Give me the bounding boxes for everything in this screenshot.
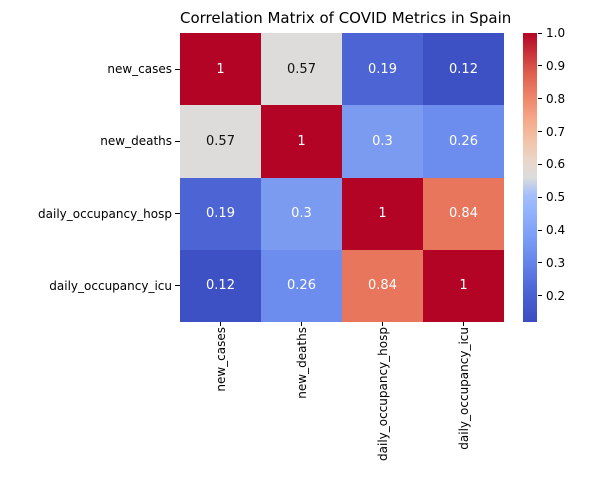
cell-value: 0.12	[449, 61, 478, 77]
y-tick-label: daily_occupancy_hosp	[38, 206, 172, 221]
y-tick-label: new_cases	[107, 62, 172, 77]
cell-value: 0.84	[368, 278, 397, 294]
cell-value: 0.84	[449, 206, 478, 222]
colorbar-tick-label: 1.0	[546, 26, 566, 40]
x-tick-label-text: new_cases	[213, 327, 228, 392]
y-tick-mark	[175, 285, 180, 287]
y-tick-label: daily_occupancy_icu	[49, 278, 172, 293]
x-tick-label-text: daily_occupancy_icu	[456, 327, 471, 450]
y-tick-label: new_deaths	[100, 134, 172, 149]
y-tick-mark	[175, 68, 180, 70]
colorbar-tick-mark	[538, 98, 542, 100]
chart-title: Correlation Matrix of COVID Metrics in S…	[180, 9, 512, 27]
heatmap-cell: 0.26	[261, 249, 342, 322]
heatmap-cell: 0.57	[261, 33, 342, 106]
heatmap-cell: 0.57	[180, 105, 261, 178]
heatmap-cell: 0.84	[423, 177, 504, 250]
heatmap-cell: 0.26	[423, 105, 504, 178]
cell-value: 0.26	[287, 278, 316, 294]
heatmap-cell: 0.12	[423, 33, 504, 106]
colorbar-tick-mark	[538, 131, 542, 133]
colorbar-tick-mark	[538, 65, 542, 67]
y-tick-mark	[175, 213, 180, 215]
cell-value: 0.26	[449, 133, 478, 149]
colorbar-tick-label: 0.5	[546, 190, 566, 205]
cell-value: 1	[216, 61, 225, 77]
colorbar-tick-label: 0.2	[546, 288, 566, 303]
cell-value: 0.19	[206, 206, 235, 222]
x-tick-mark	[301, 322, 302, 326]
x-tick-mark	[382, 322, 383, 326]
x-tick-label: new_deaths	[294, 327, 310, 399]
cell-value: 0.3	[291, 206, 312, 222]
cell-value: 0.12	[206, 278, 235, 294]
colorbar-tick-mark	[538, 32, 542, 34]
x-tick-label-text: daily_occupancy_hosp	[375, 327, 390, 461]
heatmap-cell: 0.3	[261, 177, 342, 250]
colorbar-tick-label: 0.7	[546, 124, 566, 139]
colorbar-tick-mark	[538, 262, 542, 264]
x-tick-mark	[463, 322, 464, 326]
colorbar-tick-label: 0.4	[546, 223, 566, 238]
colorbar-tick-label: 0.8	[546, 91, 566, 106]
heatmap-cell: 0.19	[180, 177, 261, 250]
x-tick-label: daily_occupancy_hosp	[375, 327, 391, 461]
heatmap-cell: 0.19	[342, 33, 423, 106]
cell-value: 0.19	[368, 61, 397, 77]
x-tick-label: new_cases	[213, 327, 229, 392]
heatmap-cell: 0.3	[342, 105, 423, 178]
cell-value: 0.3	[372, 133, 393, 149]
heatmap-cell: 1	[423, 249, 504, 322]
colorbar-tick-label: 0.6	[546, 157, 566, 172]
cell-value: 1	[459, 278, 468, 294]
colorbar	[523, 33, 537, 322]
colorbar-tick-label: 0.9	[546, 58, 566, 73]
cell-value: 0.57	[287, 61, 316, 77]
x-tick-label-text: new_deaths	[294, 327, 309, 399]
y-tick-mark	[175, 140, 180, 142]
x-tick-label: daily_occupancy_icu	[456, 327, 472, 450]
cell-value: 0.57	[206, 133, 235, 149]
cell-value: 1	[378, 206, 387, 222]
heatmap-cell: 1	[342, 177, 423, 250]
heatmap-cell: 1	[261, 105, 342, 178]
heatmap-cell: 0.12	[180, 249, 261, 322]
colorbar-tick-label: 0.3	[546, 255, 566, 270]
heatmap-cell: 0.84	[342, 249, 423, 322]
cell-value: 1	[297, 133, 306, 149]
colorbar-tick-mark	[538, 163, 542, 165]
heatmap-grid: 1 0.57 0.19 0.12 0.57 1 0.3 0.26 0.19 0.3 1 0.84 0.1…	[180, 33, 504, 322]
colorbar-tick-mark	[538, 196, 542, 198]
heatmap-cell: 1	[180, 33, 261, 106]
x-tick-mark	[220, 322, 221, 326]
colorbar-tick-mark	[538, 295, 542, 297]
colorbar-tick-mark	[538, 229, 542, 231]
